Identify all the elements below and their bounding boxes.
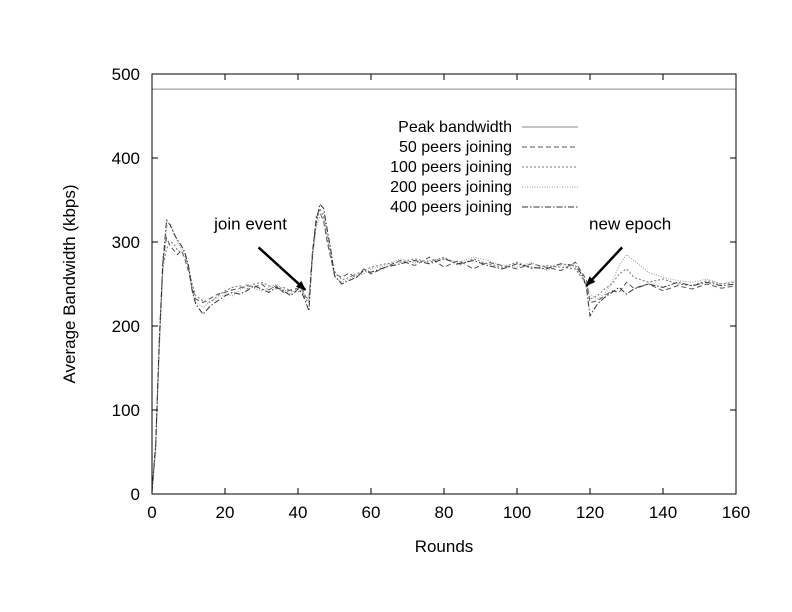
x-tick-label: 120 bbox=[576, 503, 604, 522]
x-tick-label: 160 bbox=[722, 503, 750, 522]
annotation-label: new epoch bbox=[589, 214, 671, 233]
legend-label: 100 peers joining bbox=[390, 159, 512, 176]
legend: Peak bandwidth 50 peers joining 100 peers … bbox=[390, 119, 578, 216]
annotations: join event new epoch bbox=[213, 214, 671, 291]
series-line-1 bbox=[151, 211, 737, 490]
x-tick-label: 140 bbox=[649, 503, 677, 522]
series-line-4 bbox=[151, 203, 737, 493]
legend-label: Peak bandwidth bbox=[398, 119, 512, 136]
x-tick-label: 40 bbox=[289, 503, 308, 522]
series-line-2 bbox=[151, 206, 737, 492]
x-tick-label: 80 bbox=[435, 503, 454, 522]
x-axis-label: Rounds bbox=[415, 537, 474, 556]
legend-label: 200 peers joining bbox=[390, 179, 512, 196]
x-tick-label: 60 bbox=[362, 503, 381, 522]
y-tick-label: 400 bbox=[112, 149, 140, 168]
axes-layer: 0 20 40 60 80 100 120 140 160 0 100 200 300 400 500 bbox=[112, 65, 751, 522]
series-layer bbox=[151, 88, 737, 493]
y-tick-label: 300 bbox=[112, 233, 140, 252]
annotation-arrow bbox=[257, 246, 307, 291]
x-tick-label: 20 bbox=[216, 503, 235, 522]
y-tick-label: 0 bbox=[131, 485, 140, 504]
y-tick-label: 500 bbox=[112, 65, 140, 84]
series-line-3 bbox=[151, 211, 737, 491]
annotation-arrow bbox=[585, 246, 624, 287]
legend-label: 50 peers joining bbox=[399, 139, 512, 156]
x-tick-label: 100 bbox=[503, 503, 531, 522]
x-tick-label: 0 bbox=[147, 503, 156, 522]
annotation-label: join event bbox=[213, 214, 287, 233]
y-tick-label: 200 bbox=[112, 317, 140, 336]
legend-label: 400 peers joining bbox=[390, 199, 512, 216]
y-tick-label: 100 bbox=[112, 401, 140, 420]
y-axis-label: Average Bandwidth (kbps) bbox=[60, 184, 79, 383]
